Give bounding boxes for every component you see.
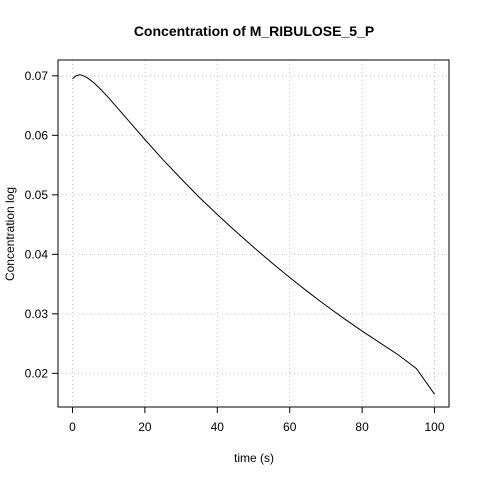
x-axis-label: time (s) [234,451,274,465]
y-tick-label: 0.03 [25,307,49,321]
series-layer [72,74,435,395]
x-tick-label: 60 [283,420,297,434]
y-tick-label: 0.05 [25,188,49,202]
series-line [72,74,435,395]
x-tick-label: 20 [138,420,152,434]
plot-frame [57,59,450,408]
y-tick-label: 0.04 [25,247,49,261]
y-tick-label: 0.06 [25,128,49,142]
y-axis-label: Concentration log [3,187,17,281]
y-axis: 0.02 0.03 0.04 0.05 0.06 0.07 [25,69,58,380]
y-tick-label: 0.07 [25,69,49,83]
chart-title: Concentration of M_RIBULOSE_5_P [134,23,374,39]
x-tick-label: 0 [69,420,76,434]
x-axis: 0 20 40 60 80 100 [69,407,445,434]
x-tick-label: 80 [355,420,369,434]
x-tick-label: 100 [425,420,445,434]
y-tick-label: 0.02 [25,366,49,380]
x-tick-label: 40 [211,420,225,434]
